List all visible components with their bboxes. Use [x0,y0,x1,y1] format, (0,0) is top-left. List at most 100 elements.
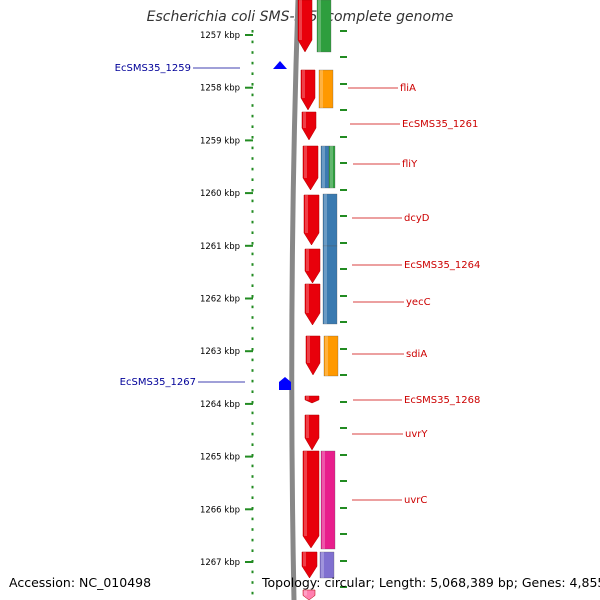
right-strand-tick [340,109,347,111]
ruler-dot [251,538,254,542]
cds-highlight [303,552,306,567]
ruler-dot [251,189,254,192]
ruler-dot [251,114,254,118]
cds-arrow [302,145,319,191]
right-feature-label: uvrY [405,429,428,440]
ruler-label: 1263 kbp [200,347,240,357]
ruler-dot [251,379,254,383]
ruler-dot [251,220,254,224]
right-feature-label: yecC [406,297,431,308]
right-strand-tick [340,56,347,58]
right-strand-tick [340,480,347,482]
cds-arrow [297,0,313,53]
ruler-dot [251,40,254,44]
ruler-major-tick [245,192,253,195]
cds-arrow [304,414,320,451]
cds-highlight [306,249,309,271]
ruler-dot [251,263,254,266]
feature-marker-pentagon [279,377,291,390]
cds-highlight [302,70,305,98]
right-feature-label: fliA [400,83,416,94]
right-strand-tick [340,560,347,562]
right-strand-tick [340,454,347,456]
ruler-dot [251,326,254,330]
ruler-label: 1262 kbp [200,295,240,305]
right-strand-tick [340,586,347,588]
ruler-label: 1261 kbp [200,242,240,252]
ruler-major-tick [245,350,253,353]
right-feature-label: EcSMS35_1268 [404,395,480,406]
cds-arrow [302,589,316,600]
ruler-dot [251,358,254,362]
right-strand-tick [340,401,347,403]
ruler-labels: 1257 kbp 1258 kbp 1259 kbp 1260 kbp 1261 kbp… [200,31,240,568]
cog-highlight [321,552,324,578]
cds-arrow [302,450,320,549]
ruler-major-tick [245,561,253,563]
ruler-dot [251,146,254,150]
cog-feature-block [328,145,336,189]
right-strand-tick [340,30,347,32]
ruler-dot [251,231,254,234]
right-strand-tick [340,348,347,350]
ruler-dot [251,210,254,213]
cog-features [316,0,339,579]
ruler-dot [251,496,254,499]
ruler-label: 1258 kbp [200,84,240,94]
accession-text: Accession: NC_010498 [9,575,152,590]
ruler-dot [251,61,254,65]
ruler-major-tick [245,244,253,247]
ruler-label: 1266 kbp [200,505,240,515]
ruler-dot [251,157,254,160]
right-strand-tick [340,427,347,429]
ruler-label: 1259 kbp [200,136,240,146]
genome-summary: Topology: circular; Length: 5,068,389 bp… [262,575,600,590]
cog-feature-block [318,69,334,109]
cds-highlight [306,284,309,313]
ruler-dot [251,178,254,181]
ruler-dot [251,199,254,203]
ruler-dot [251,273,254,277]
ruler-major-tick [245,34,253,36]
right-strand-tick [340,83,347,85]
right-feature-label: EcSMS35_1264 [404,260,480,271]
cds-arrow [305,335,321,376]
cog-highlight [322,451,325,549]
right-feature-label: fliY [402,159,418,170]
cds-highlight [304,590,307,596]
ruler-dot [251,125,254,128]
ruler-major-tick [245,508,253,511]
right-feature-label: dcyD [404,213,430,224]
ruler-dot [251,401,254,404]
right-feature-label: uvrC [404,495,427,506]
ruler-dot [251,422,254,425]
cds-arrow [304,283,321,326]
ruler-dot [251,242,254,245]
cds-arrow [301,551,318,579]
ruler-dot [251,284,254,287]
ruler-label: 1257 kbp [200,31,240,41]
ruler-dot [251,252,254,256]
right-strand-tick [340,374,347,376]
cog-feature-block [319,551,335,579]
right-feature-label: sdiA [406,349,427,360]
ruler-label: 1265 kbp [200,453,240,463]
right-feature-label: EcSMS35_1261 [402,119,478,130]
cds-arrow [301,111,317,141]
ruler-dot [251,432,254,436]
cds-arrow [304,248,321,284]
cog-highlight [325,336,328,376]
ruler-major-tick [245,86,253,89]
left-markers: EcSMS35_1259 EcSMS35_1267 [115,61,291,390]
ruler-dot [251,464,254,468]
cds-highlight [305,195,308,233]
right-strand-tick [340,162,347,164]
ruler-dot [251,295,254,298]
cds-highlight [306,415,309,438]
left-feature-label: EcSMS35_1267 [120,377,196,388]
ruler-dot [251,305,254,309]
cds-arrow [303,194,320,246]
ruler-dot [251,507,254,510]
right-strand-tick [340,295,347,297]
